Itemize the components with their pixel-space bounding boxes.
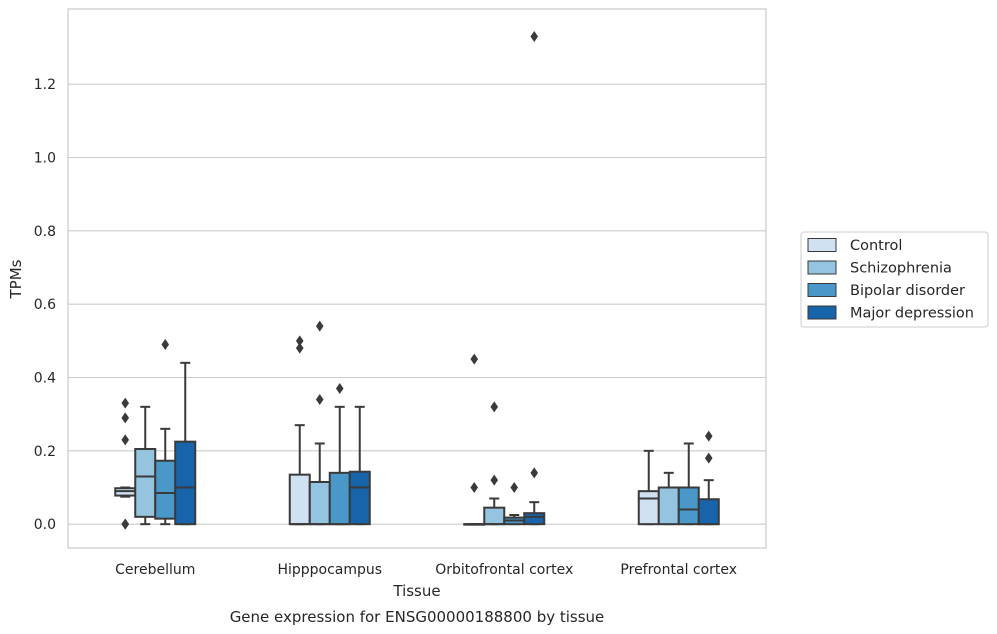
box	[697, 498, 720, 526]
legend-swatch	[807, 238, 837, 252]
box	[523, 512, 546, 526]
box-group	[483, 401, 506, 526]
box	[288, 473, 311, 526]
boxes-layer	[114, 31, 720, 530]
box-group	[677, 442, 700, 526]
outlier-point	[121, 518, 130, 530]
box-group	[328, 383, 351, 526]
outlier-point	[530, 467, 539, 479]
box	[637, 490, 660, 526]
box	[154, 459, 177, 520]
outlier-point	[470, 353, 479, 365]
outlier-point	[510, 482, 519, 493]
y-tick-label: 0.8	[34, 224, 56, 240]
outlier-point	[490, 401, 499, 413]
x-tick-labels: Cerebellum Hipppocampus Orbitofrontal cort…	[115, 562, 737, 578]
outlier-point	[121, 397, 130, 409]
y-tick-label: 0.6	[34, 297, 56, 313]
box-group	[657, 471, 680, 526]
y-tick-label: 0.2	[34, 444, 56, 460]
legend-swatch	[807, 283, 837, 297]
outlier-point	[295, 342, 304, 354]
outlier-point	[490, 474, 499, 486]
outlier-point	[315, 394, 324, 405]
box	[174, 440, 197, 526]
outlier-point	[121, 434, 130, 446]
y-tick-label: 1.2	[34, 77, 56, 93]
box-group	[174, 361, 197, 526]
x-tick-label: Prefrontal cortex	[620, 562, 737, 578]
legend-label: Control	[850, 238, 902, 254]
legend-item: Control	[807, 238, 902, 254]
y-tick-label: 0.4	[34, 371, 56, 387]
box	[657, 486, 680, 526]
legend-label: Schizophrenia	[850, 261, 952, 277]
box-group	[348, 405, 371, 526]
box	[483, 506, 506, 526]
box-group	[288, 335, 311, 526]
box	[677, 486, 700, 526]
legend-frame	[800, 231, 989, 328]
legend-label: Major depression	[850, 306, 974, 322]
box-group	[308, 320, 331, 526]
x-tick-label: Orbitofrontal cortex	[435, 562, 573, 578]
box	[308, 481, 331, 526]
outlier-point	[470, 482, 479, 493]
y-tick-labels: 0.0 0.2 0.4 0.6 0.8 1.0 1.2	[34, 77, 56, 533]
legend-swatch	[807, 305, 837, 320]
box	[348, 470, 371, 526]
x-tick-label: Cerebellum	[115, 562, 195, 578]
legend: Control Schizophrenia Bipolar disorder Majo…	[800, 231, 989, 328]
outlier-point	[121, 412, 130, 424]
legend-swatch	[807, 260, 837, 275]
legend-item: Bipolar disorder	[807, 283, 965, 299]
legend-item: Major depression	[807, 305, 974, 322]
plot-frame	[67, 8, 767, 549]
x-tick-label: Hipppocampus	[277, 562, 382, 578]
x-axis-label: Tissue	[392, 582, 440, 600]
box	[134, 448, 157, 518]
outlier-point	[335, 383, 344, 394]
box-group	[114, 397, 137, 530]
box	[328, 471, 351, 526]
y-axis-label: TPMs	[7, 259, 25, 299]
outlier-point	[161, 339, 170, 350]
legend-label: Bipolar disorder	[850, 283, 965, 299]
legend-entries: Control Schizophrenia Bipolar disorder Majo…	[807, 238, 974, 322]
box-group	[523, 31, 546, 526]
chart-caption: Gene expression for ENSG00000188800 by t…	[230, 608, 605, 626]
box-group	[637, 449, 660, 526]
y-tick-label: 1.0	[34, 151, 56, 167]
outlier-point	[295, 335, 304, 347]
y-tick-label: 0.0	[34, 517, 56, 533]
outlier-point	[704, 430, 713, 442]
outlier-point	[315, 320, 324, 332]
box-group	[697, 430, 720, 526]
outlier-point	[530, 31, 539, 42]
legend-item: Schizophrenia	[807, 260, 952, 277]
outlier-point	[704, 452, 713, 464]
